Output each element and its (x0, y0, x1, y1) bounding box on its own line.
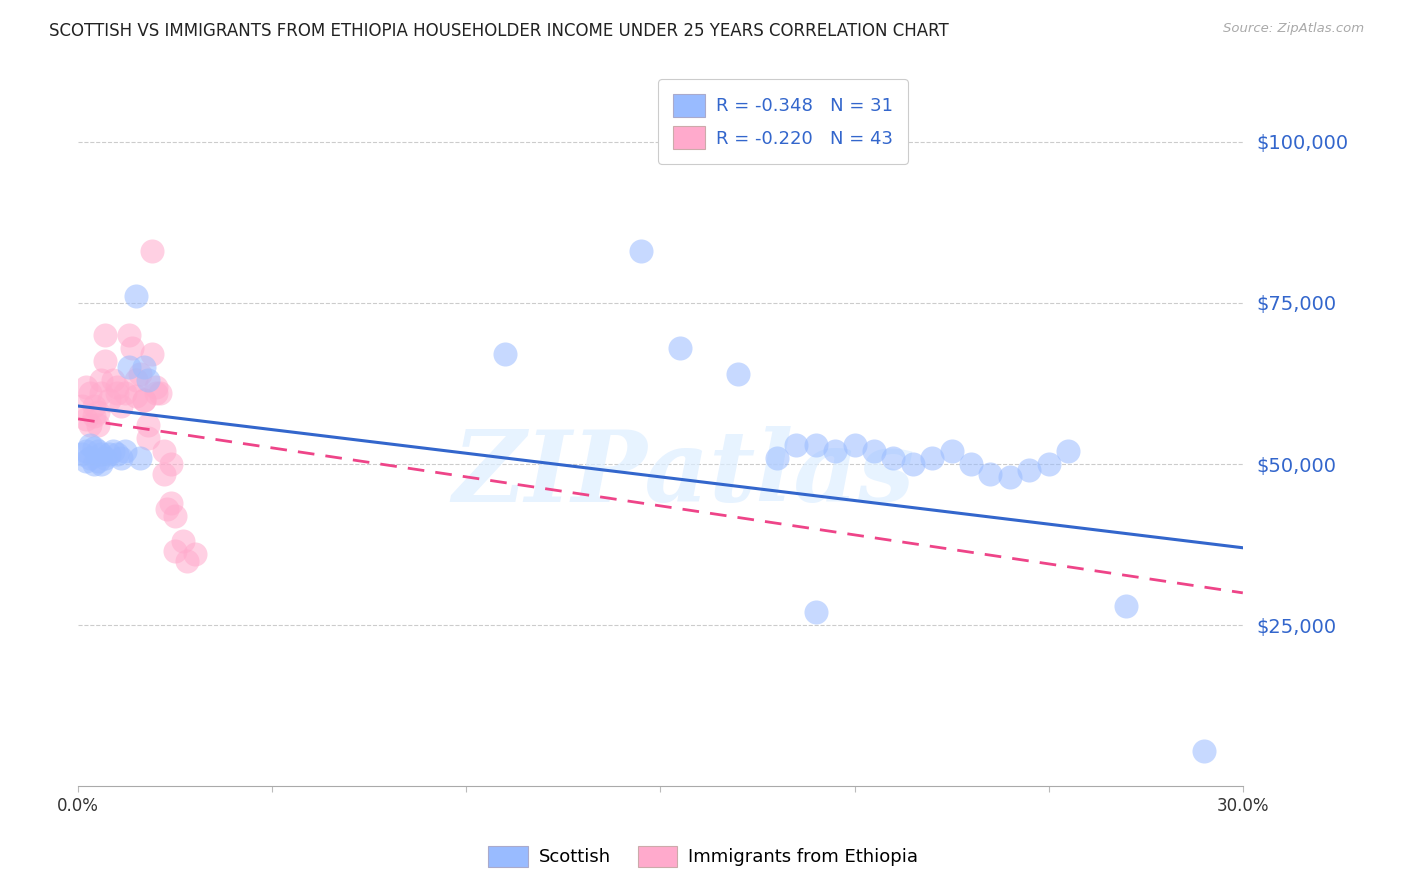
Point (105, 447, 128, 461)
Point (117, 328, 139, 343)
Point (145, 386, 167, 401)
Point (79, 418, 101, 433)
Point (494, 347, 516, 361)
Point (1038, 457, 1060, 471)
Point (1018, 463, 1040, 477)
Point (165, 508, 187, 523)
Point (83, 441, 105, 455)
Point (766, 450, 789, 465)
Point (94, 450, 117, 465)
Point (134, 392, 156, 407)
Point (152, 444, 174, 458)
Point (70, 399, 93, 413)
Point (998, 470, 1021, 484)
Point (136, 431, 159, 445)
Point (172, 534, 194, 549)
Point (83, 399, 105, 413)
Point (90, 457, 112, 471)
Point (75, 380, 97, 394)
Point (86, 418, 108, 433)
Point (105, 386, 128, 401)
Point (941, 444, 963, 458)
Point (136, 373, 159, 387)
Point (863, 444, 886, 458)
Point (129, 367, 152, 381)
Legend: R = -0.348   N = 31, R = -0.220   N = 43: R = -0.348 N = 31, R = -0.220 N = 43 (658, 79, 908, 164)
Point (804, 605, 827, 619)
Point (1192, 744, 1215, 758)
Point (960, 457, 983, 471)
Point (83, 409, 105, 423)
Point (134, 360, 156, 375)
Point (83, 457, 105, 471)
Point (669, 341, 692, 355)
Point (110, 399, 132, 413)
Point (134, 392, 156, 407)
Point (98, 392, 121, 407)
Point (105, 380, 128, 394)
Point (98, 447, 121, 461)
Point (785, 438, 807, 452)
Point (1115, 599, 1137, 613)
Point (75, 412, 97, 426)
Point (160, 496, 183, 510)
Point (101, 373, 124, 387)
Point (156, 502, 179, 516)
Point (141, 244, 163, 259)
Point (86, 405, 108, 419)
Text: ZIPatlas: ZIPatlas (453, 426, 915, 523)
Point (727, 367, 749, 381)
Point (152, 467, 174, 481)
Point (75, 444, 97, 458)
Point (86, 454, 108, 468)
Point (844, 438, 866, 452)
Point (125, 389, 148, 403)
Point (882, 450, 904, 465)
Point (979, 467, 1001, 481)
Point (141, 347, 163, 361)
Legend: Scottish, Immigrants from Ethiopia: Scottish, Immigrants from Ethiopia (481, 838, 925, 874)
Point (75, 454, 97, 468)
Point (921, 450, 943, 465)
Point (136, 418, 159, 433)
Point (160, 457, 183, 471)
Point (79, 450, 101, 465)
Point (101, 444, 124, 458)
Point (129, 450, 152, 465)
Point (165, 544, 187, 558)
Point (149, 386, 172, 401)
Point (125, 289, 148, 303)
Point (90, 386, 112, 401)
Point (824, 444, 846, 458)
Point (183, 547, 205, 561)
Point (86, 444, 108, 458)
Point (114, 444, 136, 458)
Point (90, 373, 112, 387)
Point (90, 447, 112, 461)
Point (121, 341, 143, 355)
Point (114, 386, 136, 401)
Point (70, 447, 93, 461)
Point (176, 554, 198, 568)
Point (79, 438, 101, 452)
Text: Source: ZipAtlas.com: Source: ZipAtlas.com (1223, 22, 1364, 36)
Point (94, 354, 117, 368)
Point (804, 438, 827, 452)
Point (79, 386, 101, 401)
Point (110, 450, 132, 465)
Point (630, 244, 652, 259)
Point (94, 328, 117, 343)
Point (117, 360, 139, 375)
Point (145, 380, 167, 394)
Point (901, 457, 924, 471)
Point (1057, 444, 1080, 458)
Text: SCOTTISH VS IMMIGRANTS FROM ETHIOPIA HOUSEHOLDER INCOME UNDER 25 YEARS CORRELATI: SCOTTISH VS IMMIGRANTS FROM ETHIOPIA HOU… (49, 22, 949, 40)
Point (125, 373, 148, 387)
